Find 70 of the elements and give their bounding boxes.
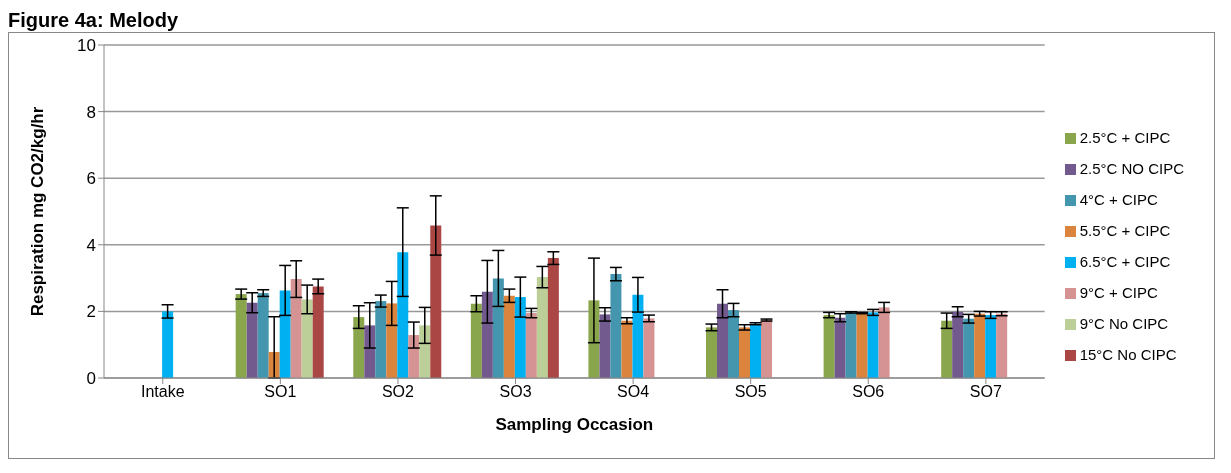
bar — [481, 291, 493, 378]
x-tick-label: SO5 — [734, 383, 767, 401]
bar — [514, 297, 526, 378]
legend-label: 9°C + CIPC — [1079, 283, 1158, 301]
bar — [632, 294, 644, 378]
bar — [728, 310, 740, 378]
bar — [996, 313, 1008, 378]
bar — [312, 286, 324, 378]
bar — [235, 294, 247, 378]
legend-label: 4°C + CIPC — [1079, 190, 1158, 208]
legend-label: 2.5°C NO CIPC — [1079, 159, 1184, 177]
bar — [375, 301, 387, 378]
bar — [419, 325, 431, 378]
legend-label: 15°C No CIPC — [1079, 345, 1177, 363]
bar — [246, 302, 258, 378]
y-tick-label: 2 — [86, 302, 96, 322]
bar — [941, 320, 953, 378]
x-tick-label: SO3 — [499, 383, 532, 401]
bar — [397, 252, 409, 378]
bar — [963, 318, 975, 378]
legend-label: 5.5°C + CIPC — [1079, 221, 1171, 239]
bar — [547, 258, 559, 378]
bar — [823, 315, 835, 378]
bar — [761, 320, 773, 378]
y-tick-label: 6 — [86, 169, 96, 189]
y-tick-label: 0 — [86, 369, 96, 389]
x-tick-label: SO6 — [852, 383, 885, 401]
x-tick-label: Intake — [140, 383, 185, 401]
bar — [610, 274, 622, 378]
bar — [717, 303, 729, 378]
chart-title: Figure 4a: Melody — [8, 8, 180, 32]
bar — [290, 279, 302, 378]
x-axis-title: Sampling Occasion — [495, 415, 654, 434]
bar — [430, 225, 442, 378]
y-tick-label: 8 — [86, 102, 96, 122]
bar — [834, 317, 846, 378]
bar — [525, 313, 537, 378]
bar — [162, 311, 174, 378]
legend-label: 9°C No CIPC — [1079, 314, 1169, 332]
bar — [386, 303, 398, 378]
bar — [301, 299, 313, 378]
y-axis-title: Respiration mg CO2/kg/hr — [28, 106, 48, 317]
y-tick-label: 10 — [77, 36, 96, 56]
bar — [492, 278, 504, 378]
legend-label: 6.5°C + CIPC — [1079, 252, 1171, 270]
bar — [536, 277, 548, 378]
bar — [643, 318, 655, 378]
bar — [856, 313, 868, 378]
bar — [867, 312, 879, 378]
bar — [503, 295, 515, 378]
bar — [706, 327, 718, 378]
bar — [621, 320, 633, 378]
x-tick-label: SO7 — [969, 383, 1002, 401]
bar — [750, 323, 762, 378]
bar — [599, 314, 611, 378]
bar — [952, 311, 964, 378]
bar — [470, 303, 482, 378]
x-tick-label: SO2 — [381, 383, 415, 401]
y-tick-label: 4 — [86, 235, 96, 255]
x-tick-label: SO4 — [617, 383, 650, 401]
bar — [279, 290, 291, 378]
bar — [739, 327, 751, 378]
bar — [257, 293, 269, 378]
bar — [845, 312, 857, 378]
legend-label: 2.5°C + CIPC — [1079, 128, 1171, 146]
x-tick-label: SO1 — [264, 383, 297, 401]
bar — [353, 317, 365, 378]
bar — [974, 313, 986, 378]
bar — [985, 315, 997, 378]
bar — [878, 307, 890, 378]
